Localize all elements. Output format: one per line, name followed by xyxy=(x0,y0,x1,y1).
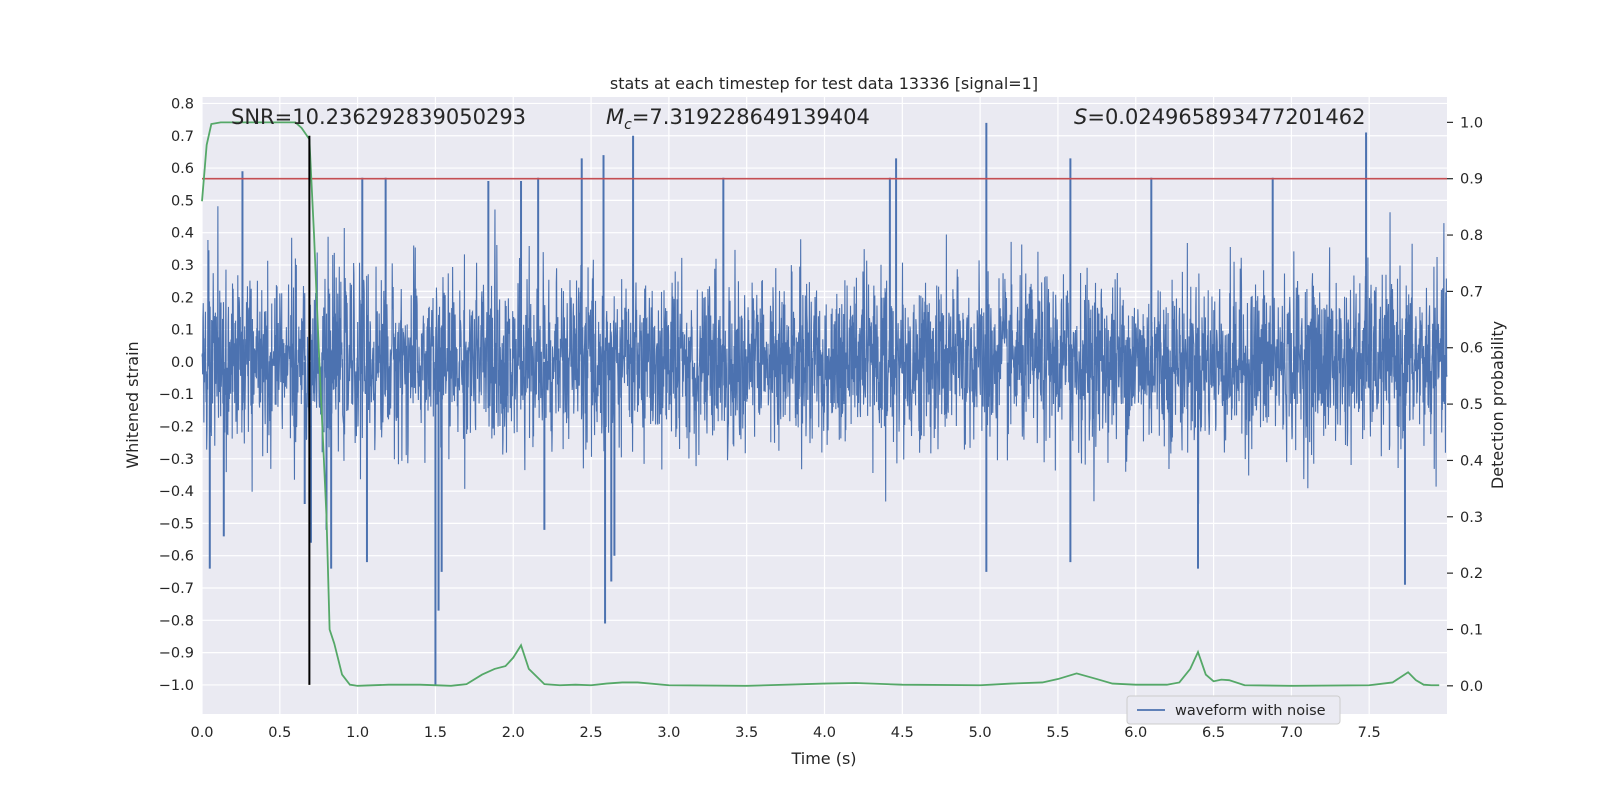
s-value: =0.024965893477201462 xyxy=(1087,105,1365,129)
y-tick-label-left: 0.0 xyxy=(171,355,194,371)
x-tick-label: 1.0 xyxy=(346,725,369,741)
x-tick-label: 6.0 xyxy=(1124,725,1147,741)
y-tick-label-right: 0.1 xyxy=(1460,622,1483,638)
chirp-mass-symbol: M xyxy=(606,105,624,129)
snr-annotation: SNR=10.236292839050293 xyxy=(231,105,526,129)
x-axis-label: Time (s) xyxy=(790,749,856,768)
y-tick-label-left: 0.7 xyxy=(171,129,194,145)
chirp-mass-value: =7.319228649139404 xyxy=(632,105,870,129)
y-tick-label-left: 0.5 xyxy=(171,193,194,209)
s-annotation: S=0.024965893477201462 xyxy=(1074,105,1365,129)
data-layer xyxy=(201,121,1448,687)
detection-probability-line xyxy=(201,121,1440,687)
y-tick-label-left: −0.8 xyxy=(159,613,194,629)
x-tick-label: 7.5 xyxy=(1358,725,1381,741)
x-tick-label: 4.0 xyxy=(813,725,836,741)
y-tick-label-left: −1.0 xyxy=(159,678,194,694)
chirp-mass-annotation: Mc=7.319228649139404 xyxy=(606,105,870,133)
chirp-mass-subscript: c xyxy=(624,117,632,133)
x-tick-label: 7.0 xyxy=(1280,725,1303,741)
x-tick-label: 5.0 xyxy=(969,725,992,741)
y-axis-label-right: Detection probability xyxy=(1488,321,1507,489)
x-tick-label: 2.5 xyxy=(580,725,603,741)
y-tick-label-left: −0.3 xyxy=(159,452,194,468)
y-tick-label-left: 0.6 xyxy=(171,161,194,177)
waveform-noise-line xyxy=(201,206,1448,504)
y-tick-label-left: −0.7 xyxy=(159,581,194,597)
x-tick-label: 0.0 xyxy=(190,725,213,741)
legend-label-waveform: waveform with noise xyxy=(1175,703,1326,719)
y-tick-label-right: 0.6 xyxy=(1460,341,1483,357)
y-tick-label-left: 0.1 xyxy=(171,323,194,339)
y-tick-label-right: 0.2 xyxy=(1460,566,1483,582)
x-tick-label: 6.5 xyxy=(1202,725,1225,741)
legend-box xyxy=(1126,695,1341,725)
legend: waveform with noise xyxy=(1126,695,1341,725)
y-tick-label-left: −0.5 xyxy=(159,516,194,532)
x-tick-label: 0.5 xyxy=(268,725,291,741)
y-tick-label-right: 0.7 xyxy=(1460,284,1483,300)
y-axis-label-left: Whitened strain xyxy=(123,341,142,468)
y-tick-label-left: −0.9 xyxy=(159,646,194,662)
chart-title: stats at each timestep for test data 133… xyxy=(610,74,1038,93)
y-tick-label-right: 0.9 xyxy=(1460,172,1483,188)
s-symbol: S xyxy=(1074,105,1087,129)
y-tick-label-right: 0.3 xyxy=(1460,510,1483,526)
y-tick-label-right: 0.0 xyxy=(1460,679,1483,695)
y-tick-label-left: 0.8 xyxy=(171,96,194,112)
y-tick-label-right: 0.5 xyxy=(1460,397,1483,413)
y-tick-label-left: −0.6 xyxy=(159,549,194,565)
y-tick-label-left: −0.4 xyxy=(159,484,194,500)
y-tick-label-left: −0.1 xyxy=(159,387,194,403)
y-tick-label-left: 0.4 xyxy=(171,226,194,242)
x-tick-label: 1.5 xyxy=(424,725,447,741)
y-tick-label-left: 0.2 xyxy=(171,290,194,306)
x-tick-label: 4.5 xyxy=(891,725,914,741)
x-tick-label: 3.0 xyxy=(657,725,680,741)
axes: 0.0 0.5 1.0 1.5 2.0 2.5 3.0 3.5 4.0 4.5 5.0 5.5 6.0 6… xyxy=(159,96,1483,741)
x-tick-label: 3.5 xyxy=(735,725,758,741)
y-tick-label-right: 0.4 xyxy=(1460,453,1483,469)
x-tick-label: 5.5 xyxy=(1046,725,1069,741)
x-tick-label: 2.0 xyxy=(502,725,525,741)
y-tick-label-right: 1.0 xyxy=(1460,115,1483,131)
y-tick-label-right: 0.8 xyxy=(1460,228,1483,244)
y-tick-label-left: −0.2 xyxy=(159,419,194,435)
y-tick-label-left: 0.3 xyxy=(171,258,194,274)
